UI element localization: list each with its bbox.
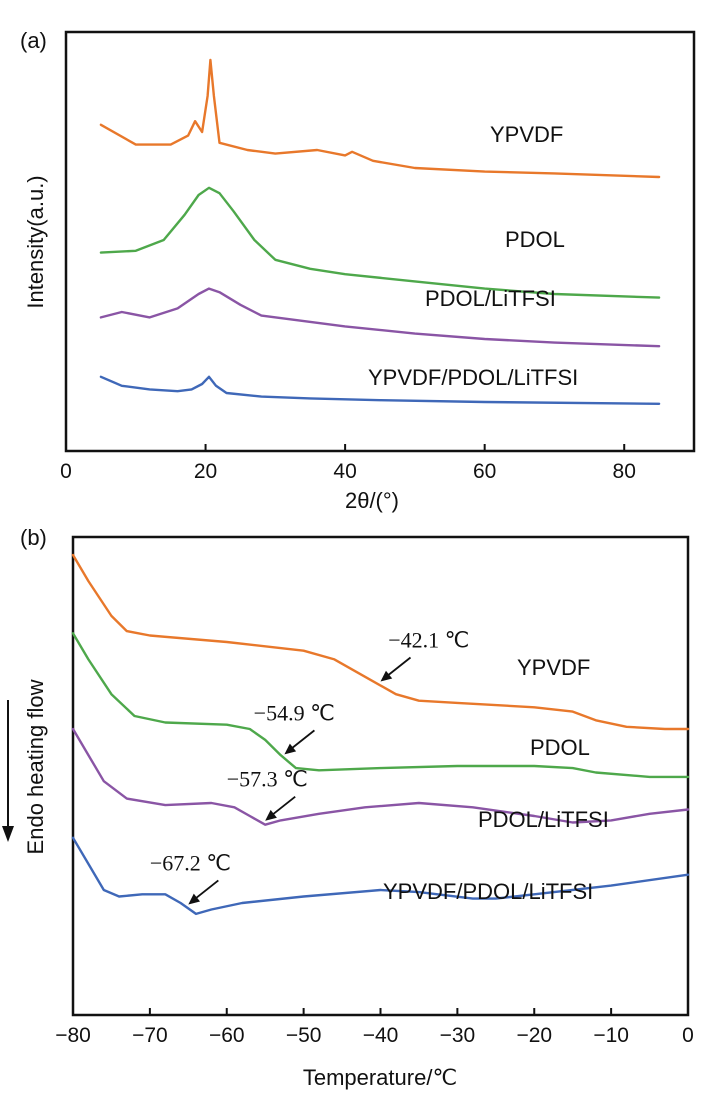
panel-a-label: (a) (20, 28, 47, 53)
panel-a-x-tick-label-20: 20 (194, 460, 217, 483)
panel-b-y-direction-arrow (2, 700, 14, 842)
panel-b-label-ypvdf-pdol-litfsi: YPVDF/PDOL/LiTFSI (383, 879, 593, 904)
panel-b-label-ypvdf: YPVDF (517, 655, 590, 680)
panel-b-annotation-text-pdol-litfsi: −57.3 ℃ (227, 767, 308, 792)
panel-a-x-tick-label-0: 0 (60, 460, 72, 483)
panel-b-x-tick-label-minus-20: −20 (516, 1024, 552, 1047)
panel-b-x-axis-title: Temperature/℃ (303, 1065, 457, 1090)
panel-a-label-pdol: PDOL (505, 227, 565, 252)
panel-a-label-ypvdf-pdol-litfsi: YPVDF/PDOL/LiTFSI (368, 365, 578, 390)
panel-b-annotation-text-ypvdf: −42.1 ℃ (388, 628, 469, 653)
panel-a-y-axis-title: Intensity(a.u.) (23, 175, 48, 308)
panel-b-series-pdol (71, 632, 690, 779)
panel-b-plot-frame (71, 535, 690, 1017)
panel-b-annotation-arrow-pdol (284, 729, 315, 755)
panel-a-x-tick-label-80: 80 (613, 460, 636, 483)
panel-b-x-tick-label-minus-50: −50 (286, 1024, 322, 1047)
panel-b-series-ypvdf-pdol-litfsi (71, 836, 690, 916)
panel-b-x-tick-label-minus-80: −80 (55, 1024, 91, 1047)
panel-b-annotation-arrow-ypvdf-pdol-litfsi (188, 879, 219, 905)
panel-b-y-axis-title: Endo heating flow (23, 679, 48, 854)
panel-b-annotation-arrow-pdol-litfsi (265, 795, 296, 821)
panel-b-x-tick-label-minus-40: −40 (363, 1024, 399, 1047)
panel-a-series-pdol-litfsi (99, 287, 661, 348)
panel-b-x-tick-label-minus-30: −30 (440, 1024, 476, 1047)
panel-a-series-ypvdf (99, 58, 661, 179)
panel-a-label-pdol-litfsi: PDOL/LiTFSI (425, 286, 556, 311)
panel-a-plot-frame (64, 30, 696, 453)
panel-b-x-ticks: −80 −70 −60 −50 −40 −30 −20 −10 0 (55, 1008, 694, 1047)
panel-a-chart: (a) 0 20 40 60 80 YPVDF PDOL PDOL/LiTFSI YPV… (20, 28, 696, 513)
panel-b-label: (b) (20, 525, 47, 550)
panel-a-label-ypvdf: YPVDF (490, 122, 563, 147)
panel-a-series-lines (99, 58, 661, 405)
panel-b-series-ypvdf (71, 553, 690, 731)
panel-a-series-pdol (99, 186, 661, 299)
panel-b-x-tick-label-minus-10: −10 (593, 1024, 629, 1047)
panel-b-annotations: −42.1 ℃ −54.9 ℃ −57.3 ℃ −67.2 ℃ (150, 628, 469, 905)
panel-a-series-ypvdf-pdol-litfsi (99, 375, 661, 405)
panel-b-series-pdol-litfsi (71, 727, 690, 826)
panel-b-x-tick-label-minus-60: −60 (209, 1024, 245, 1047)
panel-b-x-tick-label-minus-70: −70 (132, 1024, 168, 1047)
panel-a-x-ticks: 0 20 40 60 80 (60, 444, 636, 483)
panel-b-label-pdol-litfsi: PDOL/LiTFSI (478, 807, 609, 832)
panel-b-x-tick-label-0: 0 (682, 1024, 694, 1047)
panel-b-annotation-arrow-ypvdf (380, 656, 412, 682)
panel-b-chart: (b) −80 −70 −60 −50 −40 −30 −20 −10 0 −42.1 ℃ −54… (2, 525, 694, 1090)
panel-a-x-tick-label-40: 40 (333, 460, 356, 483)
panel-b-series-lines (71, 553, 690, 916)
panel-b-label-pdol: PDOL (530, 735, 590, 760)
panel-b-annotation-text-ypvdf-pdol-litfsi: −67.2 ℃ (150, 850, 231, 875)
panel-a-x-tick-label-60: 60 (473, 460, 496, 483)
panel-a-x-axis-title: 2θ/(°) (345, 488, 399, 513)
panel-b-annotation-text-pdol: −54.9 ℃ (254, 700, 335, 725)
